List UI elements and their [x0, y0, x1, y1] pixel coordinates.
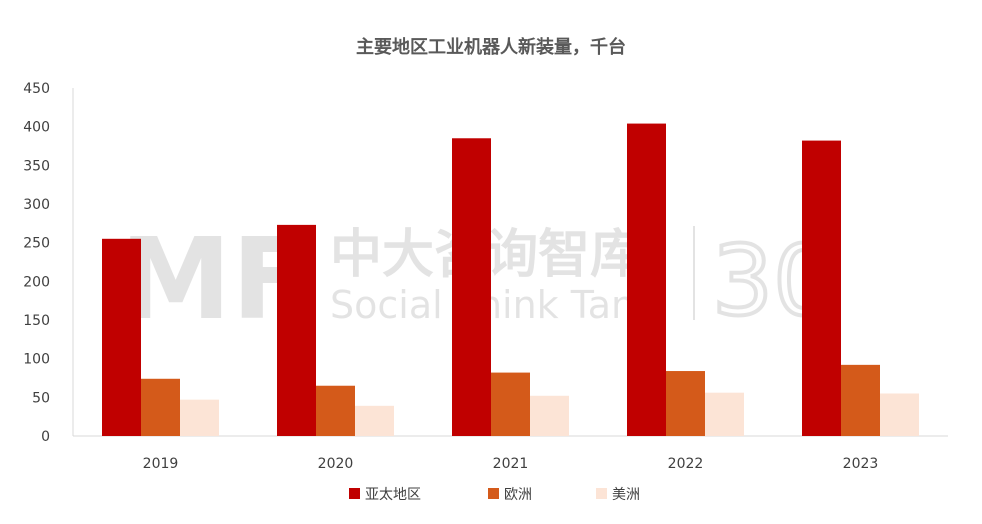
bar-亚太地区-2023: [802, 140, 841, 436]
y-tick-label: 400: [23, 120, 50, 136]
bar-美洲-2019: [180, 399, 219, 436]
x-tick-label: 2021: [493, 456, 529, 472]
y-tick-label: 300: [23, 197, 50, 213]
y-tick-label: 450: [23, 81, 50, 97]
bar-亚太地区-2021: [452, 138, 491, 436]
bar-欧洲-2023: [841, 364, 880, 436]
legend: 亚太地区 欧洲 美洲: [349, 487, 640, 503]
bar-美洲-2021: [530, 395, 569, 436]
legend-label: 欧洲: [504, 487, 532, 503]
bar-美洲-2020: [355, 405, 394, 436]
y-tick-label: 50: [32, 390, 50, 406]
x-tick-label: 2019: [143, 456, 179, 472]
y-tick-label: 150: [23, 313, 50, 329]
bar-美洲-2023: [880, 393, 919, 436]
y-tick-label: 200: [23, 274, 50, 290]
y-tick-label: 100: [23, 352, 50, 368]
x-tick-label: 2020: [318, 456, 354, 472]
legend-swatch: [488, 488, 499, 499]
chart-title: 主要地区工业机器人新装量，千台: [356, 37, 626, 58]
y-tick-label: 0: [41, 429, 50, 445]
y-tick-label: 250: [23, 236, 50, 252]
watermark-logo: MF: [120, 215, 308, 345]
bar-美洲-2022: [705, 392, 744, 436]
bar-亚太地区-2022: [627, 123, 666, 436]
x-tick-label: 2023: [843, 456, 879, 472]
bar-欧洲-2020: [316, 385, 355, 436]
bar-欧洲-2021: [491, 372, 530, 436]
legend-swatch: [349, 488, 360, 499]
bar-亚太地区-2020: [277, 224, 316, 436]
legend-label: 亚太地区: [365, 487, 421, 503]
bar-亚太地区-2019: [102, 238, 141, 436]
legend-label: 美洲: [612, 487, 640, 503]
legend-swatch: [596, 488, 607, 499]
x-tick-label: 2022: [668, 456, 704, 472]
bar-欧洲-2022: [666, 371, 705, 436]
y-tick-label: 350: [23, 158, 50, 174]
watermark-en-text: Social Think Tank: [330, 283, 657, 327]
bar-欧洲-2019: [141, 378, 180, 436]
bars: [102, 123, 919, 436]
